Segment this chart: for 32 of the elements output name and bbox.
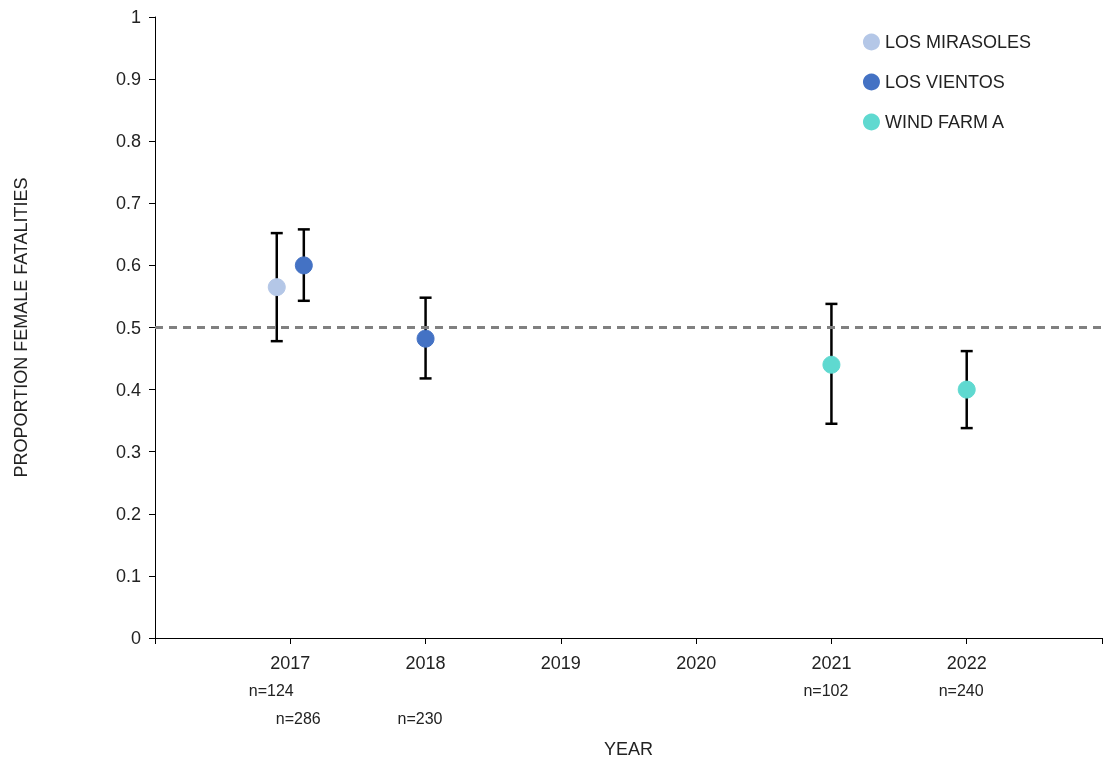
y-tick-label: 0.4 bbox=[115, 379, 141, 400]
y-tick-label: 0.8 bbox=[115, 131, 141, 152]
text: n=240 bbox=[938, 681, 984, 699]
y-tick-label: 0.2 bbox=[115, 503, 141, 524]
x-tick-label: 2022 bbox=[946, 653, 987, 673]
point bbox=[822, 355, 841, 374]
y-tick-label: 1 bbox=[130, 7, 141, 27]
y-tick-label: 0 bbox=[130, 628, 141, 648]
y-tick-label: 0.3 bbox=[115, 441, 141, 462]
point bbox=[957, 380, 976, 399]
legend-label: LOS MIRASOLES bbox=[884, 32, 1032, 52]
point bbox=[267, 278, 286, 297]
y-axis-title: PROPORTION FEMALE FATALITIES bbox=[11, 177, 31, 478]
point bbox=[416, 329, 435, 348]
y-tick-label: 0.5 bbox=[115, 317, 141, 338]
y-tick-label: 0.9 bbox=[115, 69, 141, 90]
x-tick-label: 2019 bbox=[540, 653, 581, 673]
x-tick-label: 2021 bbox=[811, 653, 852, 673]
text: n=102 bbox=[803, 681, 849, 699]
y-tick-label: 0.1 bbox=[115, 565, 141, 586]
x-tick-label: 2017 bbox=[270, 653, 311, 673]
x-tick-label: 2018 bbox=[405, 653, 446, 673]
text: n=230 bbox=[397, 709, 443, 727]
y-tick-label: 0.7 bbox=[115, 193, 141, 214]
text: n=124 bbox=[248, 681, 294, 699]
x-axis-title: YEAR bbox=[603, 739, 654, 759]
point bbox=[294, 256, 313, 275]
text: n=286 bbox=[275, 709, 321, 727]
legend-label: WIND FARM A bbox=[884, 112, 1004, 132]
x-tick-label: 2020 bbox=[676, 653, 717, 673]
y-tick-label: 0.6 bbox=[115, 255, 141, 276]
legend-label: LOS VIENTOS bbox=[884, 72, 1005, 92]
